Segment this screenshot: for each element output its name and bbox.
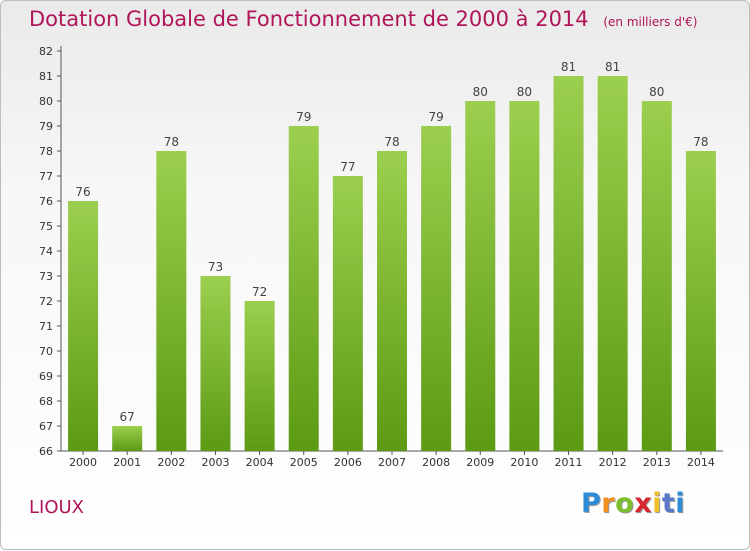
commune-name: LIOUX: [29, 497, 85, 518]
bar-value-label: 79: [428, 110, 443, 124]
logo-letter: i: [652, 488, 662, 519]
y-tick-label: 76: [39, 195, 53, 208]
bar: [553, 76, 584, 451]
y-tick-label: 69: [39, 370, 53, 383]
x-tick-label: 2004: [246, 456, 274, 469]
y-tick-label: 72: [39, 295, 53, 308]
bar: [685, 151, 716, 451]
x-tick-label: 2010: [510, 456, 538, 469]
x-tick-label: 2003: [201, 456, 229, 469]
logo-letter: P: [581, 488, 602, 519]
bar-value-label: 76: [75, 185, 90, 199]
bar: [244, 301, 275, 451]
y-tick-label: 74: [39, 245, 53, 258]
logo-letter: r: [601, 488, 616, 519]
y-tick-label: 70: [39, 345, 53, 358]
chart-title: Dotation Globale de Fonctionnement de 20…: [29, 7, 697, 31]
chart-subtitle: (en milliers d'€): [603, 15, 698, 29]
y-tick-label: 75: [39, 220, 53, 233]
bar-value-label: 80: [649, 85, 664, 99]
logo-letter: t: [661, 488, 676, 519]
bar: [597, 76, 628, 451]
x-tick-label: 2000: [69, 456, 97, 469]
y-tick-label: 71: [39, 320, 53, 333]
proxiti-logo: Proxiti: [581, 488, 685, 519]
x-tick-label: 2001: [113, 456, 141, 469]
x-tick-label: 2009: [466, 456, 494, 469]
bar: [200, 276, 231, 451]
bar-value-label: 78: [693, 135, 708, 149]
bar-value-label: 72: [252, 285, 267, 299]
bar: [465, 101, 496, 451]
bar: [68, 201, 99, 451]
bar: [509, 101, 540, 451]
bar: [332, 176, 363, 451]
x-tick-label: 2005: [290, 456, 318, 469]
x-tick-label: 2008: [422, 456, 450, 469]
y-tick-label: 80: [39, 95, 53, 108]
x-tick-label: 2007: [378, 456, 406, 469]
bar-value-label: 78: [384, 135, 399, 149]
bar: [376, 151, 408, 451]
bar-value-label: 79: [296, 110, 311, 124]
bar-value-label: 78: [164, 135, 179, 149]
logo-letter: x: [634, 488, 653, 519]
bar-value-label: 81: [561, 60, 576, 74]
y-tick-label: 81: [39, 70, 53, 83]
bar-value-label: 80: [517, 85, 532, 99]
y-tick-label: 67: [39, 420, 53, 433]
y-tick-label: 73: [39, 270, 53, 283]
x-tick-label: 2006: [334, 456, 362, 469]
y-tick-label: 77: [39, 170, 53, 183]
x-tick-label: 2002: [157, 456, 185, 469]
bar-value-label: 73: [208, 260, 223, 274]
x-tick-label: 2012: [599, 456, 627, 469]
bar: [156, 151, 187, 451]
bar-value-label: 77: [340, 160, 355, 174]
y-tick-label: 82: [39, 45, 53, 58]
y-tick-label: 79: [39, 120, 53, 133]
bar: [641, 101, 672, 451]
x-tick-label: 2011: [555, 456, 583, 469]
y-tick-label: 78: [39, 145, 53, 158]
bar: [288, 126, 319, 451]
bar-value-label: 67: [120, 410, 135, 424]
logo-letter: o: [615, 488, 635, 519]
y-tick-label: 66: [39, 445, 53, 458]
bar: [421, 126, 452, 451]
chart-title-text: Dotation Globale de Fonctionnement de 20…: [29, 7, 589, 31]
x-tick-label: 2013: [643, 456, 671, 469]
y-tick-label: 68: [39, 395, 53, 408]
x-tick-label: 2014: [687, 456, 715, 469]
logo-letter: i: [675, 488, 686, 519]
bar-value-label: 81: [605, 60, 620, 74]
bar: [112, 426, 143, 451]
bar-value-label: 80: [473, 85, 488, 99]
